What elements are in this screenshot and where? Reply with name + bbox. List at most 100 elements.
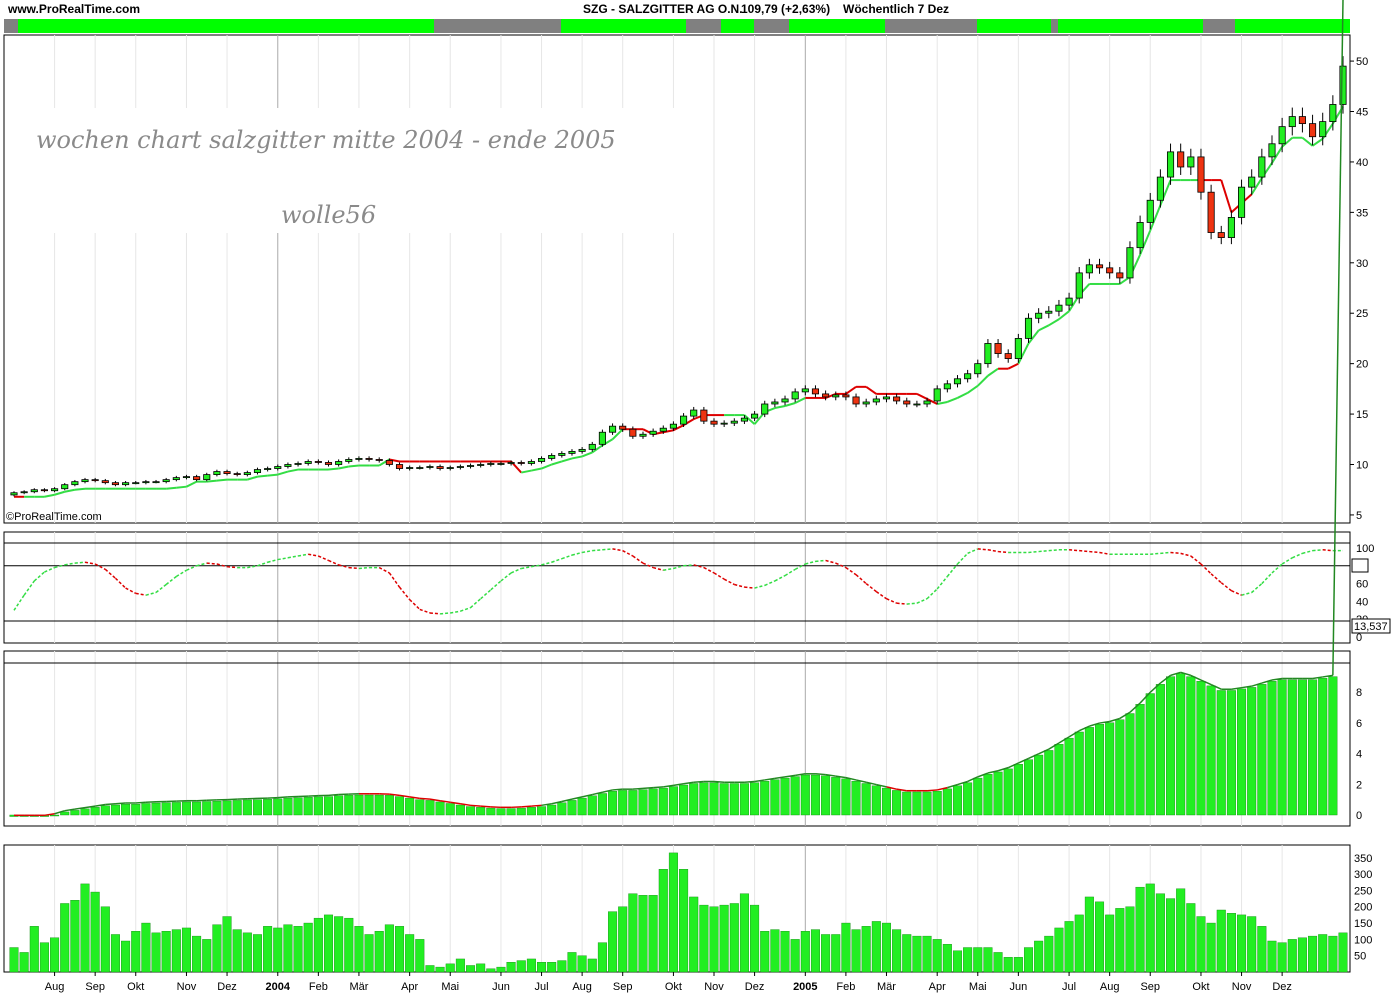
oscillator-signal xyxy=(602,789,613,793)
oscillator-bar xyxy=(1003,768,1013,816)
volume-bar xyxy=(1247,916,1257,973)
volume-bar xyxy=(1196,916,1206,973)
stochastic-segment xyxy=(277,557,289,561)
volume-bar xyxy=(932,939,942,973)
x-tick-label: Nov xyxy=(704,981,724,993)
x-tick-label: Mai xyxy=(441,981,459,993)
oscillator-signal xyxy=(84,805,96,809)
x-tick-label: Okt xyxy=(127,981,144,993)
volume-bar xyxy=(1105,914,1115,973)
trailing-stop-segment xyxy=(1159,179,1172,206)
oscillator-bar xyxy=(699,782,709,816)
oscillator-signal xyxy=(1038,748,1050,755)
volume-bar xyxy=(1135,886,1145,973)
stochastic-segment xyxy=(946,563,959,577)
volume-bar xyxy=(313,917,323,973)
status-segment-neutral xyxy=(434,19,561,33)
candle xyxy=(1085,264,1093,274)
candle xyxy=(1187,156,1195,168)
oscillator-signal xyxy=(1109,717,1121,723)
candle xyxy=(1166,151,1175,178)
volume-bar xyxy=(39,942,49,973)
volume-bar xyxy=(1155,893,1165,973)
oscillator-bar xyxy=(1247,687,1257,816)
trailing-stop-segment xyxy=(987,367,999,377)
candle xyxy=(30,489,38,493)
oscillator-signal xyxy=(105,803,116,806)
volume-bar xyxy=(952,950,963,973)
volume-bar xyxy=(1308,935,1318,973)
osc-tick-label: 2 xyxy=(1356,779,1362,791)
oscillator-bar xyxy=(445,803,455,816)
oscillator-bar xyxy=(750,782,760,816)
candle xyxy=(629,428,637,437)
stochastic-segment xyxy=(592,549,603,552)
oscillator-signal xyxy=(957,780,968,786)
volume-bar xyxy=(871,921,881,973)
oscillator-bar xyxy=(587,795,597,816)
stochastic-segment xyxy=(987,549,999,553)
trailing-stop-segment xyxy=(1058,310,1070,321)
trailing-stop-segment xyxy=(946,397,958,403)
stochastic-segment xyxy=(378,566,390,574)
oscillator-bar xyxy=(1034,754,1044,816)
trailing-stop-segment xyxy=(937,400,948,405)
stochastic-segment xyxy=(652,566,664,571)
volume-bar xyxy=(628,893,638,973)
oscillator-bar xyxy=(821,775,831,816)
stochastic-segment xyxy=(754,584,765,589)
x-tick-label: Aug xyxy=(45,981,65,993)
candle xyxy=(984,343,992,365)
trailing-stop-segment xyxy=(1311,137,1324,147)
stochastic-segment xyxy=(1200,563,1212,575)
trailing-stop-segment xyxy=(916,393,928,400)
oscillator-bar xyxy=(810,774,820,816)
osc-tick-label: 4 xyxy=(1356,749,1362,761)
trailing-stop-segment xyxy=(1250,177,1263,195)
x-tick-label: Nov xyxy=(1232,981,1252,993)
oscillator-bar xyxy=(1267,681,1277,816)
oscillator-bar xyxy=(719,783,729,816)
oscillator-bar xyxy=(222,800,232,816)
trailing-stop-segment xyxy=(926,398,938,405)
volume-bar xyxy=(9,947,19,973)
candle xyxy=(690,409,698,417)
oscillator-bar xyxy=(1125,713,1135,816)
volume-bar xyxy=(729,903,739,973)
volume-tick-label: 350 xyxy=(1354,853,1372,865)
oscillator-signal xyxy=(1149,682,1161,693)
stochastic-segment xyxy=(1231,590,1242,596)
stochastic-segment xyxy=(825,559,836,564)
volume-bar xyxy=(719,904,729,973)
stochastic-segment xyxy=(1312,549,1323,552)
oscillator-bar xyxy=(1115,719,1125,816)
volume-bar xyxy=(648,895,658,973)
volume-bar xyxy=(181,927,191,973)
candle xyxy=(639,433,647,437)
candle xyxy=(51,488,59,492)
trailing-stop-segment xyxy=(784,402,796,407)
candle xyxy=(182,476,191,479)
oscillator-bar xyxy=(1186,676,1196,816)
stoch-80-box xyxy=(1351,558,1369,573)
volume-bar xyxy=(466,965,476,973)
oscillator-signal xyxy=(1190,674,1202,681)
stochastic-segment xyxy=(490,580,502,591)
status-segment-neutral xyxy=(4,19,18,33)
status-segment-long xyxy=(721,19,754,33)
candle xyxy=(548,455,556,459)
oscillator-signal xyxy=(612,788,623,791)
volume-bar xyxy=(780,931,790,973)
oscillator-bar xyxy=(922,791,932,816)
oscillator-bar xyxy=(760,780,770,816)
candle xyxy=(416,467,424,469)
oscillator-bar xyxy=(1216,690,1226,816)
candle xyxy=(314,461,322,463)
stochastic-segment xyxy=(774,574,786,582)
oscillator-bar xyxy=(800,774,810,816)
oscillator-signal xyxy=(947,783,958,789)
volume-bar xyxy=(455,958,465,973)
oscillator-bar xyxy=(1044,750,1054,816)
candle xyxy=(1197,156,1205,193)
candle xyxy=(223,471,231,474)
